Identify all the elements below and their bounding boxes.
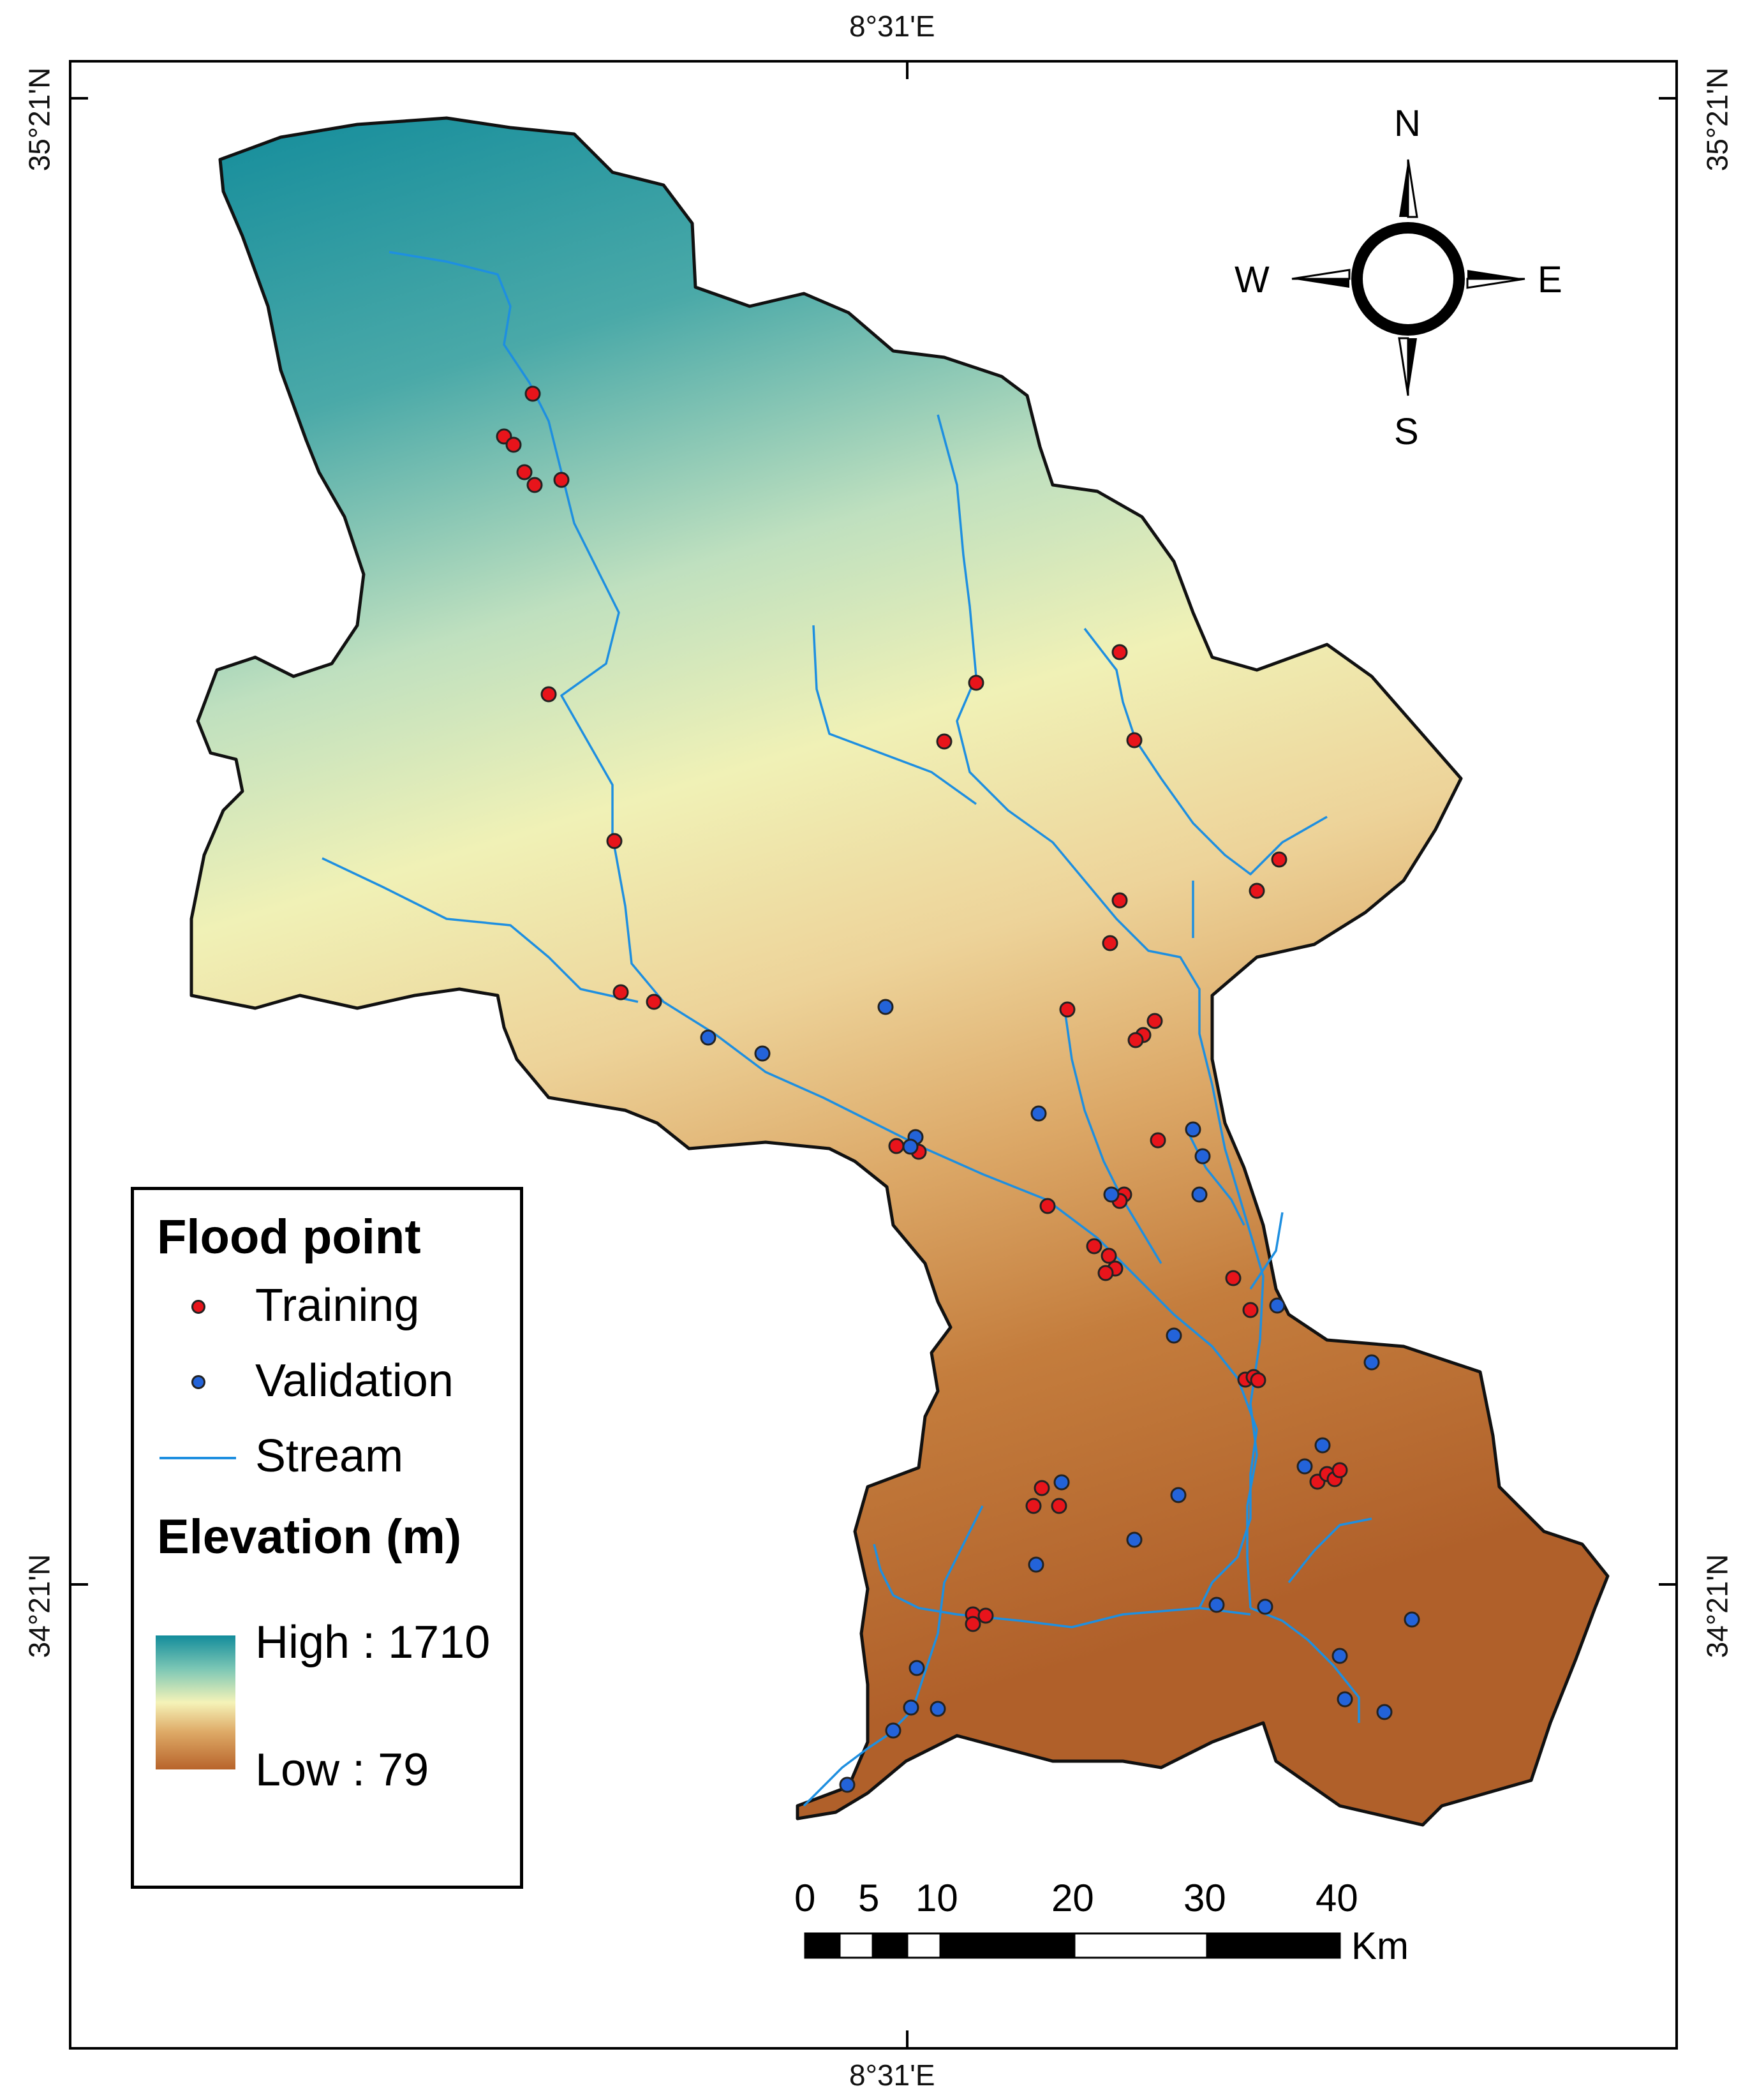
legend-elevation-title: Elevation (m) [157,1510,462,1564]
legend-validation-label: Validation [255,1355,454,1406]
map-legend: Flood point Training Validation Stream E… [131,1187,523,1889]
legend-flood-title: Flood point [157,1210,421,1264]
legend-training-label: Training [255,1280,420,1331]
graticule-label-left-lower: 34°21'N [22,1554,56,1658]
graticule-label-right-lower: 34°21'N [1700,1554,1734,1658]
scale-tick-0: 0 [794,1877,816,1919]
scale-tick-30: 30 [1183,1877,1226,1919]
compass-n: N [1394,103,1421,144]
scale-tick-10: 10 [916,1877,958,1919]
legend-stream-label: Stream [255,1431,404,1482]
compass-e: E [1538,259,1562,301]
legend-elevation-ramp [156,1635,235,1769]
north-arrow-icon [1291,159,1525,396]
scale-bar [804,1932,1341,1959]
graticule-label-top: 8°31'E [849,10,935,43]
compass-s: S [1394,411,1419,452]
legend-stream-symbol [159,1457,236,1459]
scale-unit: Km [1351,1925,1409,1967]
map-frame [69,60,1678,2050]
legend-validation-symbol [191,1375,205,1389]
legend-elevation-high: High : 1710 [255,1617,491,1668]
graticule-label-right-upper: 35°21'N [1700,67,1734,172]
training-points [496,385,1348,1632]
legend-training-symbol [191,1300,205,1314]
compass-w: W [1235,259,1270,301]
scale-tick-20: 20 [1051,1877,1094,1919]
graticule-label-bottom: 8°31'E [849,2059,935,2092]
scale-tick-5: 5 [858,1877,880,1919]
scale-tick-40: 40 [1316,1877,1358,1919]
graticule-label-left-upper: 35°21'N [22,67,56,172]
legend-elevation-low: Low : 79 [255,1745,429,1796]
validation-points [700,999,1420,1793]
catchment-elevation [189,116,1610,1827]
